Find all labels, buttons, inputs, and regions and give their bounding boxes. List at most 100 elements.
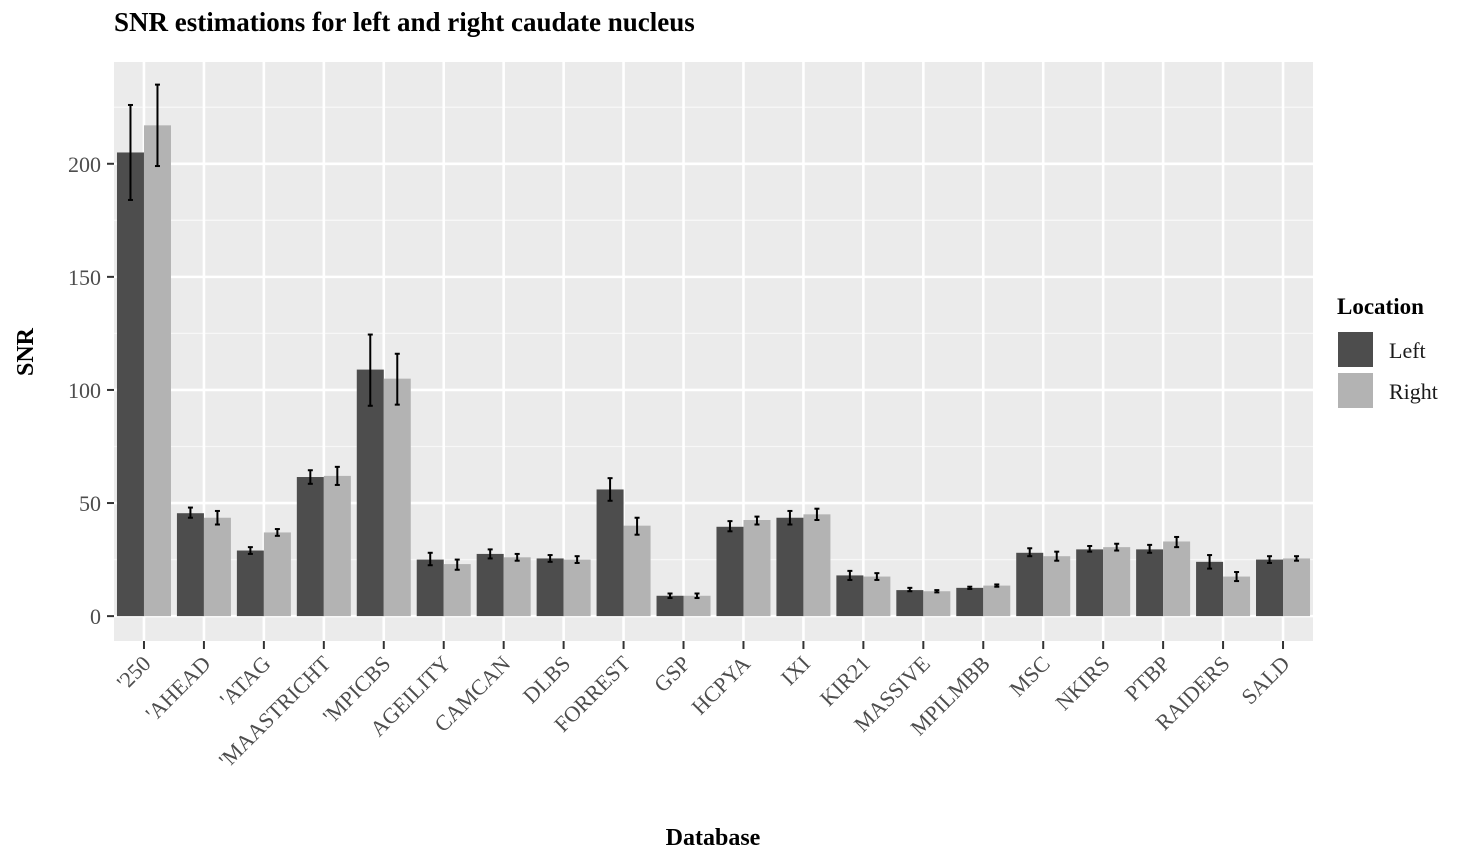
bar-right xyxy=(1223,576,1251,617)
bar-right xyxy=(1163,541,1191,617)
x-axis-title: Database xyxy=(666,825,761,851)
bar-left xyxy=(1076,549,1104,617)
error-bar-left xyxy=(187,506,193,519)
legend-key-right xyxy=(1338,373,1373,408)
error-bar-right xyxy=(1174,535,1180,549)
error-bar-right xyxy=(1054,550,1060,562)
bar-right xyxy=(263,532,291,617)
bar-right xyxy=(203,517,231,617)
legend-label-right: Right xyxy=(1389,379,1438,404)
x-tick-label: HCPYA xyxy=(686,651,755,720)
error-bar-right xyxy=(514,552,520,562)
error-bar-right xyxy=(634,516,640,536)
error-bar-right xyxy=(394,352,400,406)
error-bar-left xyxy=(607,477,613,502)
bar-left xyxy=(716,526,744,617)
x-axis: '250'AHEAD 'ATAG'MAASTRICHT'MPICBSAGEILIT… xyxy=(112,641,1295,772)
error-bar-left xyxy=(1267,555,1273,564)
bar-left xyxy=(416,559,444,617)
bar-right xyxy=(1283,558,1311,617)
error-bar-left xyxy=(247,546,253,555)
error-bar-right xyxy=(1234,571,1240,583)
bar-left xyxy=(596,489,624,617)
x-tick-label: NKIRS xyxy=(1050,651,1114,715)
y-axis-title: SNR xyxy=(13,327,39,376)
x-tick-label: MSC xyxy=(1004,651,1055,702)
bar-right xyxy=(923,591,951,617)
bar-left xyxy=(896,590,924,617)
bar-right xyxy=(1043,556,1071,617)
error-bar-right xyxy=(454,558,460,571)
y-tick-label: 0 xyxy=(90,604,101,629)
error-bar-left xyxy=(307,469,313,485)
bar-left xyxy=(476,553,504,617)
bar-left xyxy=(296,477,324,617)
x-tick-label: 'AHEAD xyxy=(141,651,216,726)
y-tick-label: 150 xyxy=(68,265,101,290)
error-bar-left xyxy=(427,551,433,567)
error-bar-right xyxy=(154,83,160,168)
error-bar-right xyxy=(874,572,880,581)
bar-right xyxy=(443,564,471,617)
legend-title: Location xyxy=(1337,294,1424,319)
bar-right xyxy=(983,585,1011,617)
bar-left xyxy=(1136,549,1164,617)
error-bar-left xyxy=(127,103,133,201)
bar-left xyxy=(956,587,984,617)
y-tick-label: 50 xyxy=(79,491,101,516)
error-bar-right xyxy=(214,509,220,526)
bar-right xyxy=(863,576,891,617)
x-tick-label: IXI xyxy=(776,651,815,690)
error-bars xyxy=(127,83,1300,600)
legend: Location Left Right xyxy=(1337,294,1438,408)
error-bar-left xyxy=(667,592,673,600)
bar-left xyxy=(836,575,864,617)
error-bar-left xyxy=(547,554,553,563)
error-bar-left xyxy=(847,569,853,581)
bar-left xyxy=(776,517,804,617)
bar-right xyxy=(743,519,771,617)
x-tick-label: DLBS xyxy=(518,651,575,708)
y-axis: 0 50 100 150 200 xyxy=(68,152,114,629)
bar-right xyxy=(623,525,651,617)
error-bar-left xyxy=(907,586,913,593)
bar-left xyxy=(236,550,264,617)
bar-left xyxy=(356,369,384,617)
bar-right xyxy=(563,559,591,617)
bar-left xyxy=(1256,559,1284,617)
bar-left xyxy=(116,152,144,617)
error-bar-left xyxy=(1027,547,1033,558)
bar-right xyxy=(803,514,831,617)
bar-right xyxy=(503,557,531,617)
error-bar-right xyxy=(334,465,340,486)
error-bar-right xyxy=(1294,555,1300,562)
x-tick-label: GSP xyxy=(649,651,695,697)
bar-left xyxy=(536,558,564,617)
error-bar-right xyxy=(754,515,760,526)
bar-left xyxy=(1196,561,1224,617)
x-tick-label: PTBP xyxy=(1120,651,1175,706)
bar-left xyxy=(176,513,204,617)
bar-right xyxy=(143,125,171,617)
error-bar-right xyxy=(1114,542,1120,552)
chart-title: SNR estimations for left and right cauda… xyxy=(114,7,695,37)
error-bar-right xyxy=(274,528,280,537)
error-bar-left xyxy=(967,585,973,590)
error-bar-left xyxy=(1207,554,1213,570)
bars xyxy=(116,125,1311,617)
error-bar-right xyxy=(574,555,580,564)
x-tick-label: '250 xyxy=(112,651,156,695)
y-tick-label: 200 xyxy=(68,152,101,177)
error-bar-left xyxy=(367,333,373,407)
error-bar-left xyxy=(727,520,733,533)
legend-key-left xyxy=(1338,332,1373,367)
error-bar-right xyxy=(814,507,820,521)
bar-left xyxy=(1016,552,1044,617)
error-bar-right xyxy=(694,592,700,600)
bar-left xyxy=(656,595,684,617)
error-bar-left xyxy=(487,548,493,560)
legend-label-left: Left xyxy=(1389,338,1426,363)
error-bar-right xyxy=(994,583,1000,588)
error-bar-left xyxy=(787,509,793,526)
